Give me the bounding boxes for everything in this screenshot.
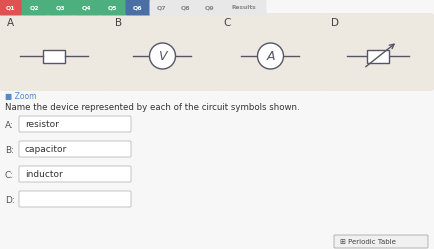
Text: Q6: Q6 <box>133 5 142 10</box>
Bar <box>43 50 66 62</box>
Text: inductor: inductor <box>25 170 62 179</box>
Text: ■ Zoom: ■ Zoom <box>5 91 36 101</box>
Text: B:: B: <box>5 145 14 154</box>
FancyBboxPatch shape <box>125 0 150 15</box>
Text: Results: Results <box>231 5 256 10</box>
Text: Q8: Q8 <box>181 5 191 10</box>
Text: capacitor: capacitor <box>25 144 67 153</box>
Text: A: A <box>266 50 274 62</box>
FancyBboxPatch shape <box>221 0 266 15</box>
Circle shape <box>149 43 175 69</box>
Text: Q5: Q5 <box>108 5 118 10</box>
FancyBboxPatch shape <box>47 0 74 15</box>
Text: Q4: Q4 <box>82 5 92 10</box>
Text: D:: D: <box>5 195 15 204</box>
FancyBboxPatch shape <box>0 13 110 91</box>
Text: Q3: Q3 <box>56 5 66 10</box>
FancyBboxPatch shape <box>19 166 131 182</box>
FancyBboxPatch shape <box>322 13 433 91</box>
Text: C: C <box>223 18 230 28</box>
FancyBboxPatch shape <box>19 191 131 207</box>
FancyBboxPatch shape <box>214 13 325 91</box>
FancyBboxPatch shape <box>21 0 48 15</box>
FancyBboxPatch shape <box>99 0 126 15</box>
Text: D: D <box>330 18 338 28</box>
Text: B: B <box>115 18 122 28</box>
Text: Name the device represented by each of the circuit symbols shown.: Name the device represented by each of t… <box>5 103 299 112</box>
Circle shape <box>257 43 283 69</box>
FancyBboxPatch shape <box>0 0 23 15</box>
FancyBboxPatch shape <box>107 13 217 91</box>
FancyBboxPatch shape <box>197 0 222 15</box>
FancyBboxPatch shape <box>19 141 131 157</box>
Text: resistor: resistor <box>25 120 59 128</box>
Bar <box>367 50 388 62</box>
Text: ⊞ Periodic Table: ⊞ Periodic Table <box>339 239 395 245</box>
FancyBboxPatch shape <box>173 0 198 15</box>
Text: Q7: Q7 <box>157 5 166 10</box>
Text: Q2: Q2 <box>30 5 40 10</box>
Text: Q9: Q9 <box>205 5 214 10</box>
FancyBboxPatch shape <box>149 0 174 15</box>
FancyBboxPatch shape <box>73 0 100 15</box>
Text: C:: C: <box>5 171 14 180</box>
Text: A: A <box>7 18 14 28</box>
Text: A:: A: <box>5 121 14 129</box>
Text: Q1: Q1 <box>6 5 16 10</box>
FancyBboxPatch shape <box>19 116 131 132</box>
FancyBboxPatch shape <box>333 235 427 248</box>
Text: V: V <box>158 50 166 62</box>
